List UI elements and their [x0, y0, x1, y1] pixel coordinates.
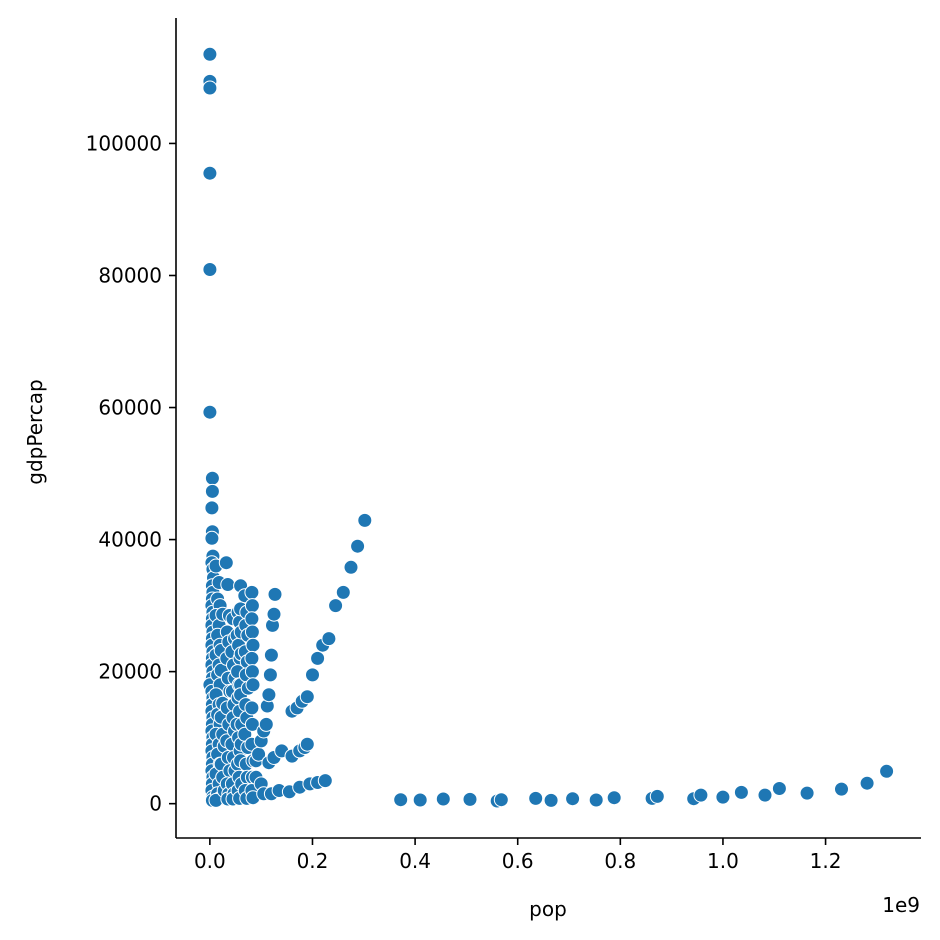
- x-axis-ticks: 0.0 0.2 0.4 0.6 0.8 1.0 1.2: [194, 838, 842, 873]
- x-axis-label: pop: [529, 897, 567, 921]
- data-point: [258, 716, 274, 732]
- y-axis-label: gdpPercap: [23, 379, 47, 484]
- data-point: [393, 792, 409, 808]
- data-point: [202, 80, 218, 96]
- data-point: [317, 773, 333, 789]
- data-point: [693, 787, 709, 803]
- data-point: [588, 792, 604, 808]
- data-point: [244, 584, 260, 600]
- data-point: [244, 598, 260, 614]
- data-point: [218, 555, 234, 571]
- data-point: [202, 262, 218, 277]
- data-point: [266, 606, 282, 622]
- x-tick-label: 0.2: [297, 849, 329, 873]
- data-point: [649, 788, 665, 804]
- y-tick-label: 20000: [98, 660, 162, 684]
- data-point: [435, 791, 451, 807]
- y-tick-label: 0: [149, 792, 162, 816]
- x-tick-label: 1.0: [707, 849, 739, 873]
- data-point: [543, 792, 559, 808]
- data-point: [321, 631, 337, 647]
- data-point: [493, 792, 509, 808]
- data-point: [462, 791, 478, 807]
- data-point: [261, 687, 277, 703]
- data-point: [412, 792, 428, 808]
- data-point: [299, 689, 315, 705]
- data-point: [244, 624, 260, 640]
- x-tick-label: 0.4: [399, 849, 431, 873]
- data-point: [357, 512, 373, 528]
- data-point: [715, 789, 731, 805]
- data-point: [834, 781, 849, 797]
- data-point: [299, 736, 315, 752]
- data-point: [879, 763, 895, 779]
- data-point: [204, 483, 220, 499]
- x-tick-label: 0.8: [604, 849, 636, 873]
- data-point: [204, 530, 220, 546]
- data-point: [202, 46, 218, 62]
- x-tick-label: 0.0: [194, 849, 226, 873]
- data-point: [606, 790, 622, 806]
- x-tick-label: 0.6: [502, 849, 534, 873]
- data-point: [335, 584, 351, 600]
- data-point: [220, 577, 236, 592]
- y-tick-label: 60000: [98, 396, 162, 420]
- data-point: [244, 700, 260, 716]
- data-point: [859, 775, 875, 791]
- data-point: [245, 677, 261, 693]
- data-point: [528, 790, 544, 806]
- data-point: [343, 559, 359, 575]
- y-tick-label: 80000: [98, 263, 162, 287]
- data-point: [771, 781, 787, 796]
- data-point: [733, 784, 749, 800]
- data-point: [263, 647, 279, 663]
- data-point: [244, 650, 260, 666]
- data-point: [244, 611, 260, 627]
- data-point: [565, 791, 581, 807]
- data-point: [310, 650, 326, 666]
- data-point: [350, 538, 366, 554]
- x-tick-label: 1.2: [810, 849, 842, 873]
- data-point: [267, 586, 283, 602]
- data-point: [305, 667, 320, 683]
- x-axis-offset-label: 1e9: [882, 893, 920, 917]
- data-point: [328, 598, 344, 614]
- data-point: [204, 500, 220, 516]
- data-point: [799, 785, 815, 801]
- plot-area: [202, 46, 895, 809]
- data-point: [757, 787, 773, 803]
- data-point: [202, 404, 218, 420]
- data-point: [262, 667, 278, 683]
- data-point: [204, 470, 220, 486]
- y-tick-label: 40000: [98, 528, 162, 552]
- data-point: [202, 165, 218, 181]
- y-tick-label: 100000: [86, 131, 162, 155]
- y-axis-ticks: 0 20000 40000 60000 80000 100000: [86, 131, 176, 816]
- data-point: [245, 637, 261, 653]
- data-point: [244, 664, 260, 680]
